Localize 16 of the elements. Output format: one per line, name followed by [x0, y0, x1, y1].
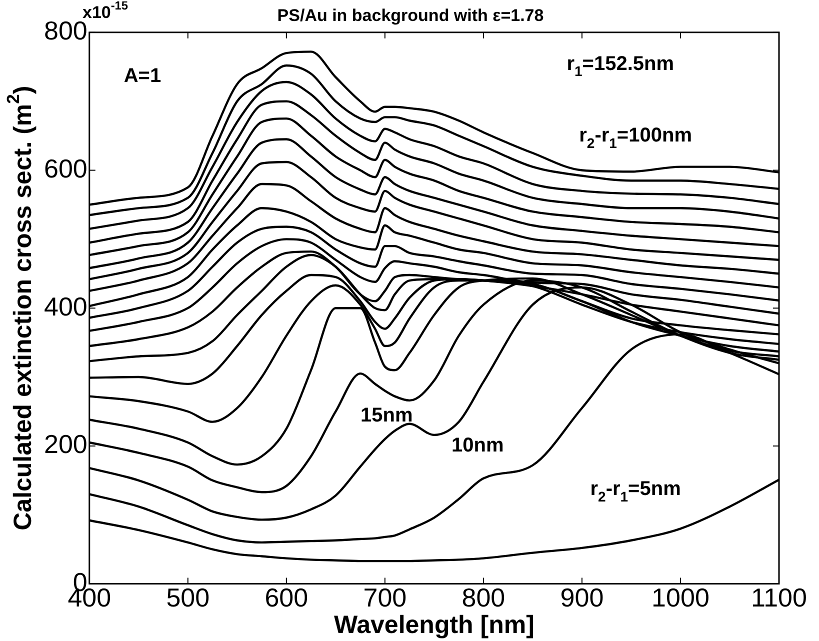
annotation: 10nm	[452, 434, 504, 456]
x-tick-label: 700	[363, 582, 407, 613]
x-tick-label: 1100	[751, 582, 807, 613]
y-tick-label: 200	[44, 429, 88, 460]
y-tick-label: 600	[44, 153, 88, 184]
x-tick-label: 900	[560, 582, 604, 613]
y-tick-label: 400	[44, 291, 88, 322]
x-tick-label: 600	[264, 582, 308, 613]
y-axis-title: Calculated extinction cross sect. (m2)	[2, 86, 37, 530]
annotation: 15nm	[360, 404, 413, 427]
annotation: A=1	[124, 65, 162, 88]
x-axis-title: Wavelength [nm]	[334, 610, 534, 639]
x-tick-label: 800	[462, 582, 506, 613]
x-tick-label: 1000	[652, 582, 710, 613]
x-tick-label: 500	[166, 582, 210, 613]
chart-title: PS/Au in background with ε=1.78	[277, 6, 544, 25]
